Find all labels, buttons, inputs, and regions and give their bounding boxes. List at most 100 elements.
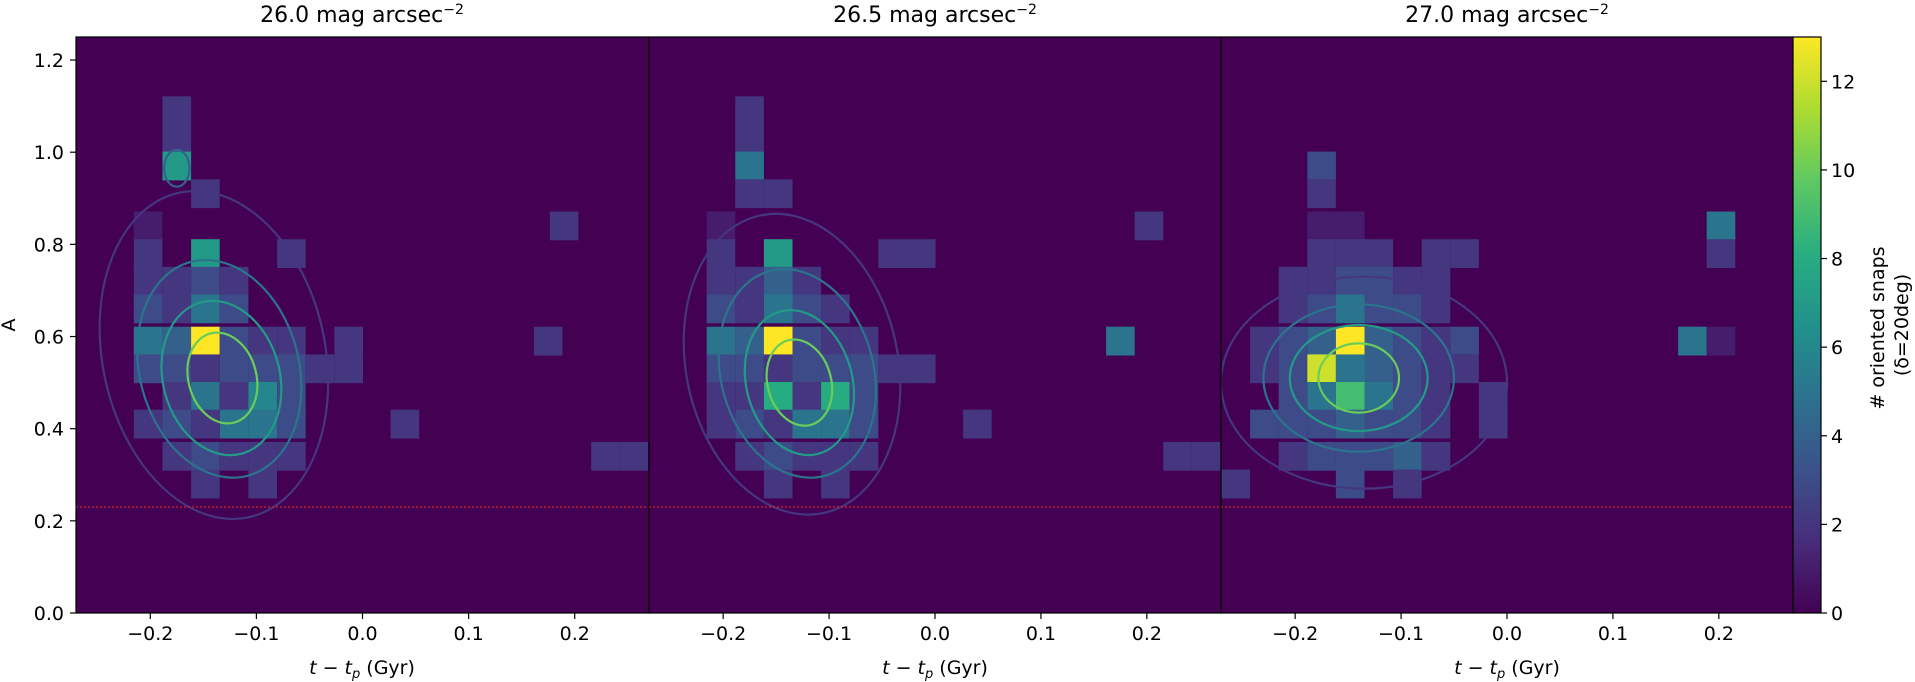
- heatmap-bin: [133, 266, 163, 296]
- contour-line: [1221, 275, 1509, 490]
- heatmap-bin: [248, 441, 277, 471]
- x-tick-label: 0.2: [560, 623, 590, 645]
- heatmap-bin: [219, 441, 249, 471]
- y-tick-label: 1.2: [34, 50, 64, 72]
- panel-1: 26.0 mag arcsec−2 −0.2 −0.1 0.0 0.1 0.2 0.00…: [34, 2, 650, 682]
- heatmap-bin: [219, 294, 249, 324]
- heatmap-bin: [1450, 326, 1479, 356]
- heatmap-bin: [1335, 441, 1365, 471]
- plot-background-3: [1221, 37, 1793, 613]
- heatmap-bin: [1421, 239, 1451, 268]
- heatmap-bin: [1478, 409, 1508, 439]
- colorbar-tick-label: 4: [1831, 426, 1843, 448]
- y-axis-label: A: [0, 319, 20, 332]
- heatmap-bin: [1421, 409, 1451, 439]
- heatmap-bin: [1706, 211, 1736, 241]
- heatmap-bin: [191, 239, 220, 268]
- heatmap-bin: [735, 96, 764, 126]
- heatmap-bin: [248, 409, 277, 439]
- heatmap-bin: [1134, 211, 1164, 241]
- heatmap-bin: [1364, 354, 1394, 384]
- contour-line: [1288, 323, 1429, 433]
- colorbar-label: # oriented snaps (δ=20deg): [1867, 240, 1913, 409]
- heatmap-bin: [191, 354, 220, 384]
- heatmap-bin: [735, 294, 764, 324]
- heatmap-bin: [821, 469, 850, 499]
- colorbar: 0 2 4 6 8 10 12 # oriented snaps (δ=20deg): [1792, 36, 1913, 625]
- heatmap-bin: [706, 239, 736, 268]
- heatmap-bin: [1307, 409, 1336, 439]
- heatmap-bin: [1278, 441, 1308, 471]
- contour-line: [186, 331, 259, 425]
- panel-3: 27.0 mag arcsec−2 −0.2 −0.1 0.0 0.1 0.2 t − …: [1220, 2, 1794, 682]
- y-tick-label: 1.0: [34, 142, 64, 164]
- heatmap-bin: [706, 294, 736, 324]
- colorbar-ticks: 0 2 4 6 8 10 12: [1821, 71, 1855, 625]
- heatmap-bin: [878, 354, 907, 384]
- heatmap-bin: [1250, 326, 1279, 356]
- heatmap-bin: [591, 441, 620, 471]
- heatmap-bin: [821, 382, 850, 411]
- x-tick-label: −0.2: [700, 623, 746, 645]
- heatmap-bin: [191, 294, 220, 324]
- heatmap-bins-1: [133, 96, 649, 499]
- heatmap-bin: [1335, 239, 1365, 268]
- heatmap-bin: [162, 441, 192, 471]
- heatmap-bin: [305, 354, 335, 384]
- heatmap-bin: [248, 354, 277, 384]
- x-axis-label-3: t − tp (Gyr): [1454, 657, 1560, 682]
- heatmap-bin: [1335, 409, 1365, 439]
- heatmap-bin: [1706, 239, 1736, 268]
- heatmap-bin: [1364, 409, 1394, 439]
- heatmap-bin: [1335, 326, 1365, 356]
- heatmap-bin: [1335, 382, 1365, 411]
- heatmap-bin: [162, 266, 192, 296]
- x-tick-label: 0.1: [454, 623, 484, 645]
- heatmap-bin: [1307, 239, 1336, 268]
- heatmap-bins-3: [1221, 151, 1736, 499]
- heatmap-bin: [735, 179, 764, 209]
- x-tick-label: 0.1: [1026, 623, 1056, 645]
- heatmap-bin: [1307, 151, 1336, 181]
- heatmap-bin: [1221, 469, 1251, 499]
- heatmap-bin: [821, 354, 850, 384]
- heatmap-bin: [878, 239, 907, 268]
- heatmap-bin: [191, 469, 220, 499]
- heatmap-bin: [1678, 326, 1707, 356]
- colorbar-tick-label: 10: [1831, 160, 1855, 182]
- x-tick-label: 0.0: [347, 623, 377, 645]
- colorbar-tick-label: 12: [1831, 71, 1855, 93]
- contour-line: [743, 309, 856, 457]
- heatmap-bin: [1706, 326, 1736, 356]
- heatmap-bin: [1421, 441, 1451, 471]
- x-tick-label: 0.0: [920, 623, 950, 645]
- heatmap-bin: [1307, 354, 1336, 384]
- contour-line: [1262, 303, 1456, 453]
- heatmap-bin: [1163, 441, 1192, 471]
- heatmap-bin: [1364, 294, 1394, 324]
- heatmap-bin: [1335, 354, 1365, 384]
- heatmap-bin: [706, 266, 736, 296]
- contour-line: [160, 299, 283, 457]
- y-tick-label: 0.6: [34, 327, 64, 349]
- heatmap-bin: [1106, 326, 1135, 356]
- heatmap-bin: [763, 179, 793, 209]
- heatmap-bin: [191, 326, 220, 356]
- contours-2: [682, 212, 902, 516]
- heatmap-bin: [277, 441, 306, 471]
- colorbar-gradient: [1792, 36, 1822, 614]
- heatmap-bin: [763, 239, 793, 268]
- y-axis-1: 0.0 0.2 0.4 0.6 0.8 1.0 1.2: [34, 50, 76, 625]
- heatmap-bin: [162, 124, 192, 153]
- panel-2: 26.5 mag arcsec−2 −0.2 −0.1 0.0 0.1 0.2 t − …: [648, 2, 1222, 682]
- heatmap-bin: [390, 409, 420, 439]
- heatmap-bin: [1250, 409, 1279, 439]
- heatmap-bin: [763, 441, 793, 471]
- colorbar-tick-label: 8: [1831, 249, 1843, 271]
- heatmap-bin: [1191, 441, 1221, 471]
- heatmap-bin: [1364, 441, 1394, 471]
- x-axis-1: −0.2 −0.1 0.0 0.1 0.2: [127, 613, 590, 645]
- heatmap-bin: [763, 354, 793, 384]
- heatmap-bin: [906, 239, 936, 268]
